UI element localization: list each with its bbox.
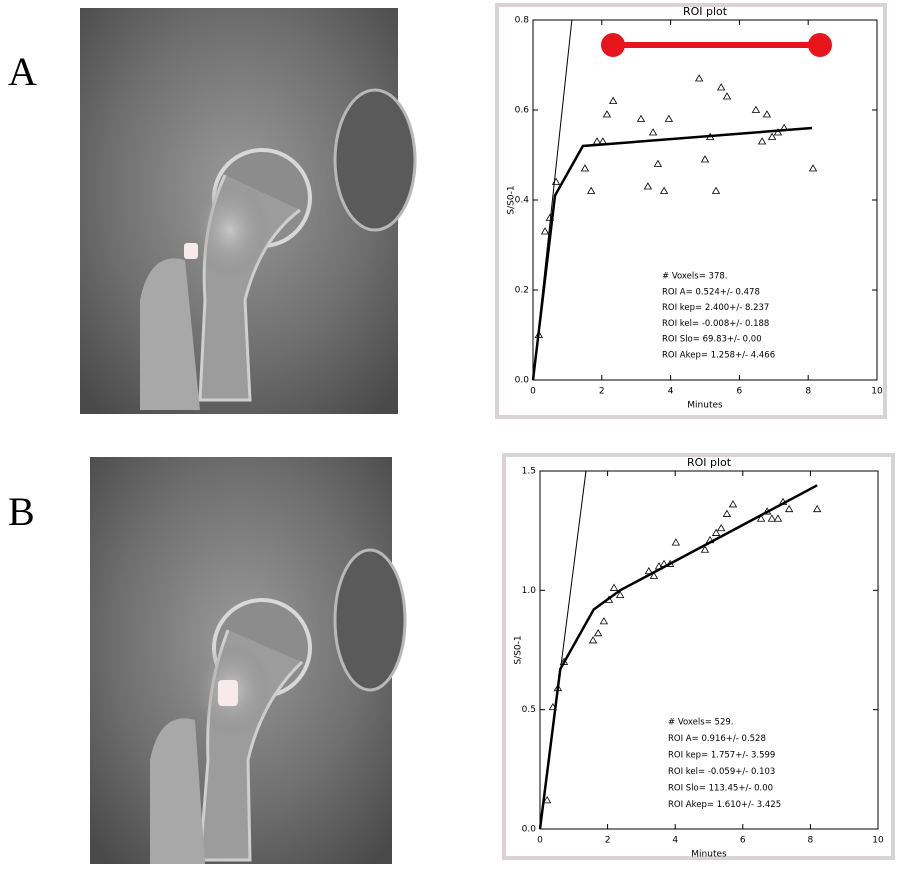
data-point — [615, 590, 625, 599]
data-point — [608, 96, 618, 104]
y-tick-label: 1.0 — [522, 586, 537, 596]
y-tick-label: 0.4 — [515, 196, 530, 206]
data-point — [542, 796, 552, 804]
annotation: ROI kep= 1.757+/- 3.599 — [668, 751, 775, 761]
y-tick-label: 0.6 — [515, 106, 530, 116]
data-point — [722, 509, 732, 517]
data-point — [643, 182, 653, 190]
annotation: # Voxels= 529. — [668, 718, 733, 728]
data-point — [773, 514, 783, 522]
x-tick-label: 4 — [672, 836, 678, 846]
annotation: ROI Slo= 69.83+/- 0.00 — [662, 335, 762, 345]
fit-line — [531, 126, 813, 381]
data-point — [649, 571, 659, 579]
data-point — [648, 128, 658, 136]
x-tick-label: 0 — [537, 836, 543, 846]
y-tick-label: 0.8 — [515, 16, 530, 26]
data-point — [659, 186, 669, 194]
chart-frame — [502, 453, 895, 860]
x-tick-label: 0 — [530, 387, 536, 397]
annotation: ROI Slo= 113.45+/- 0.00 — [668, 784, 773, 794]
x-tick-label: 6 — [737, 387, 743, 397]
data-point — [599, 617, 609, 625]
red-marker — [601, 33, 832, 57]
x-tick-label: 10 — [871, 387, 883, 397]
data-point — [808, 164, 818, 172]
data-point — [722, 92, 732, 100]
data-point — [588, 636, 598, 644]
data-point — [728, 500, 738, 508]
data-point — [812, 504, 822, 513]
mri-image — [80, 8, 417, 414]
data-point — [636, 114, 646, 122]
annotation: ROI A= 0.524+/- 0.478 — [662, 287, 760, 297]
data-point — [751, 105, 761, 113]
x-tick-label: 6 — [740, 836, 746, 846]
data-point — [767, 514, 777, 522]
data-point — [694, 74, 704, 82]
data-point — [716, 83, 726, 91]
data-point — [700, 155, 710, 163]
data-point — [671, 538, 681, 546]
data-point — [609, 583, 619, 591]
fit-line — [532, 19, 573, 381]
panel-label: A — [8, 49, 37, 94]
panel-label: B — [8, 489, 35, 534]
data-point — [767, 132, 777, 140]
x-tick-label: 2 — [605, 836, 611, 846]
chart-title: ROI plot — [683, 5, 728, 18]
data-point — [664, 114, 674, 122]
annotation: ROI kel= -0.008+/- 0.188 — [662, 319, 769, 329]
annotation: # Voxels= 378. — [662, 272, 727, 282]
data-point — [602, 110, 612, 118]
y-tick-label: 0.0 — [515, 376, 530, 386]
x-tick-label: 8 — [808, 836, 814, 846]
y-tick-label: 0.2 — [515, 286, 529, 296]
annotation: ROI kel= -0.059+/- 0.103 — [668, 767, 775, 777]
data-point — [716, 523, 726, 532]
fit-line — [539, 470, 587, 830]
y-axis-label: S/S0-1 — [507, 185, 517, 214]
x-tick-label: 10 — [872, 836, 884, 846]
data-point — [762, 110, 772, 118]
data-point — [593, 628, 603, 637]
y-tick-label: 0.5 — [522, 705, 536, 715]
x-tick-label: 8 — [805, 387, 811, 397]
data-point — [711, 186, 721, 194]
data-point — [784, 504, 794, 513]
x-axis-label: Minutes — [687, 401, 723, 411]
data-point — [757, 137, 767, 145]
chart-frame — [495, 3, 887, 419]
data-point — [711, 528, 721, 536]
annotation: ROI A= 0.916+/- 0.528 — [668, 734, 766, 744]
chart-title: ROI plot — [687, 456, 732, 469]
y-tick-label: 1.5 — [522, 467, 536, 477]
data-point — [580, 164, 590, 172]
x-axis-label: Minutes — [691, 850, 727, 860]
data-point — [540, 227, 550, 235]
data-point — [653, 159, 663, 167]
x-tick-label: 4 — [668, 387, 674, 397]
data-point — [756, 514, 766, 522]
plot-area — [539, 470, 879, 830]
x-tick-label: 2 — [599, 387, 605, 397]
data-point — [700, 545, 710, 553]
y-tick-label: 0.0 — [522, 825, 537, 835]
y-axis-label: S/S0-1 — [514, 635, 524, 664]
data-point — [586, 186, 596, 194]
mri-image — [90, 457, 407, 864]
annotation: ROI Akep= 1.258+/- 4.466 — [662, 351, 775, 361]
annotation: ROI Akep= 1.610+/- 3.425 — [668, 800, 781, 810]
annotation: ROI kep= 2.400+/- 8.237 — [662, 303, 769, 313]
